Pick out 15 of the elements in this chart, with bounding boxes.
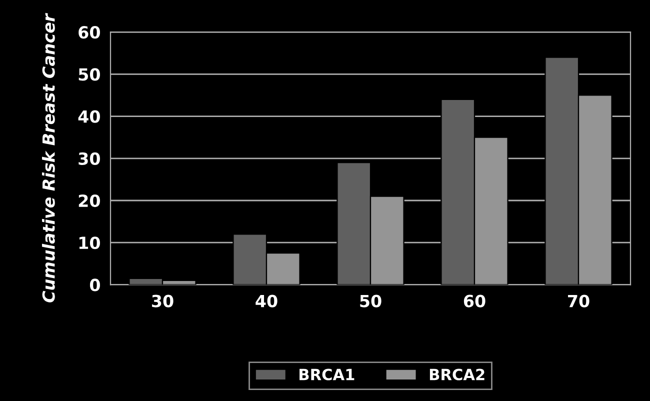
x-tick-label: 40 [256,294,278,308]
y-axis-title: Cumulative Risk Breast Cancer [42,12,55,302]
x-tick-label: 30 [152,294,174,308]
legend-label: BRCA1 [300,368,354,380]
x-tick-label: 50 [360,294,382,308]
y-tick-label: 60 [78,26,100,39]
y-tick-label: 30 [78,152,100,165]
x-tick-label: 70 [568,294,590,308]
x-tick-label: 60 [464,294,486,308]
y-tick-label: 0 [90,278,100,292]
legend-label: BRCA2 [430,368,484,380]
y-tick-label: 20 [78,194,100,208]
y-tick-label: 10 [79,236,100,250]
y-tick-label: 40 [78,110,100,123]
y-tick-label: 50 [78,68,100,81]
